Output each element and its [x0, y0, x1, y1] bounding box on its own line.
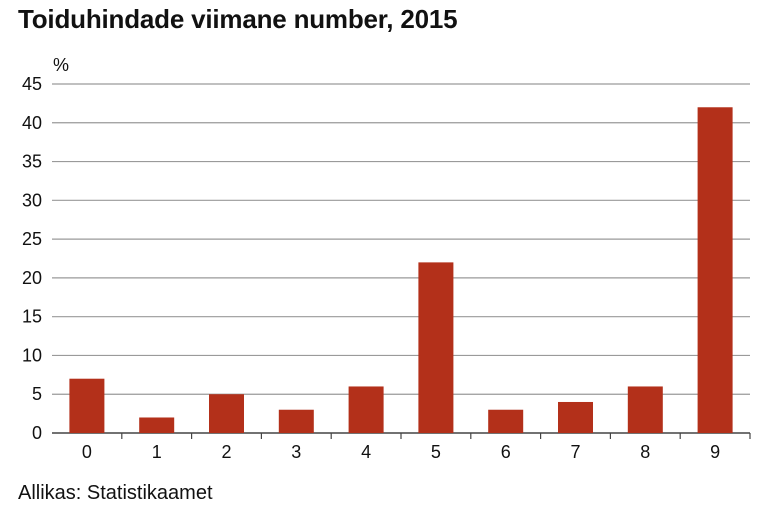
y-tick-label: 10	[22, 345, 42, 365]
bar-4	[348, 386, 384, 433]
x-tick-label: 4	[361, 442, 371, 462]
x-tick-label: 9	[710, 442, 720, 462]
bar-6	[488, 409, 524, 433]
x-axis-ticks: 0 1 2 3 4 5 6 7 8 9	[82, 433, 751, 462]
bar-1	[139, 417, 175, 433]
x-tick-label: 6	[501, 442, 511, 462]
x-tick-label: 0	[82, 442, 92, 462]
source-note: Allikas: Statistikaamet	[18, 482, 213, 504]
y-axis-ticks: 0 5 10 15 20 25 30 35 40 45	[22, 74, 42, 443]
y-tick-label: 40	[22, 113, 42, 133]
bar-3	[278, 409, 314, 433]
y-tick-label: 30	[22, 190, 42, 210]
y-tick-label: 15	[22, 307, 42, 327]
bar-5	[418, 262, 454, 433]
y-tick-label: 35	[22, 152, 42, 172]
x-tick-label: 3	[291, 442, 301, 462]
x-tick-label: 7	[570, 442, 580, 462]
chart-title: Toiduhindade viimane number, 2015	[18, 4, 458, 34]
x-tick-label: 2	[221, 442, 231, 462]
bar-7	[558, 401, 593, 433]
bar-2	[209, 394, 244, 433]
bars	[69, 107, 733, 434]
gridlines	[52, 83, 750, 434]
y-tick-label: 20	[22, 268, 42, 288]
x-tick-label: 1	[152, 442, 162, 462]
bar-9	[697, 107, 733, 434]
bar-8	[627, 386, 663, 433]
y-tick-label: 45	[22, 74, 42, 94]
y-tick-label: 25	[22, 229, 42, 249]
x-tick-label: 8	[640, 442, 650, 462]
bar-0	[69, 378, 105, 433]
x-tick-label: 5	[431, 442, 441, 462]
y-axis-unit-label: %	[53, 55, 70, 75]
y-tick-label: 0	[32, 423, 42, 443]
y-tick-label: 5	[32, 384, 42, 404]
